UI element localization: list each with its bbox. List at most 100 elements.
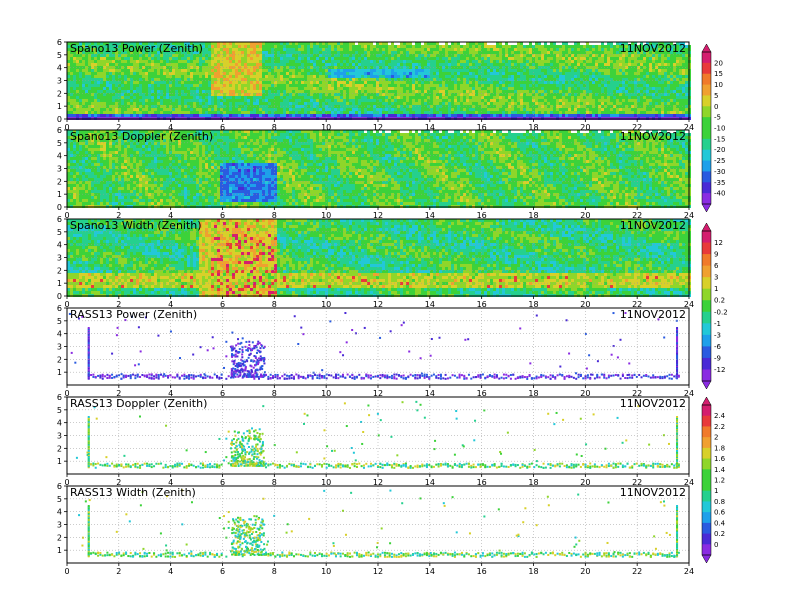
heatmap-cell: [526, 87, 529, 90]
heatmap-cell: [508, 84, 511, 87]
heatmap-cell: [268, 90, 271, 93]
heatmap-cell: [637, 72, 640, 75]
heatmap-cell: [157, 48, 160, 51]
heatmap-cell: [391, 45, 394, 48]
heatmap-cell: [112, 105, 115, 108]
heatmap-cell: [508, 105, 511, 108]
heatmap-cell: [421, 48, 424, 51]
heatmap-cell: [154, 78, 157, 81]
heatmap-cell: [526, 111, 529, 114]
heatmap-cell: [124, 60, 127, 63]
heatmap-cell: [553, 99, 556, 102]
heatmap-cell: [460, 114, 463, 117]
heatmap-cell: [208, 75, 211, 78]
heatmap-cell: [79, 87, 82, 90]
heatmap-cell: [544, 54, 547, 57]
heatmap-cell: [478, 84, 481, 87]
heatmap-cell: [556, 93, 559, 96]
heatmap-cell: [217, 102, 220, 105]
heatmap-cell: [211, 111, 214, 114]
heatmap-cell: [538, 54, 541, 57]
heatmap-cell: [292, 57, 295, 60]
heatmap-cell: [529, 72, 532, 75]
heatmap-cell: [151, 54, 154, 57]
heatmap-cell: [439, 51, 442, 54]
heatmap-cell: [346, 42, 349, 45]
heatmap-cell: [529, 57, 532, 60]
heatmap-cell: [445, 102, 448, 105]
heatmap-cell: [73, 75, 76, 78]
heatmap-cell: [202, 57, 205, 60]
heatmap-cell: [88, 48, 91, 51]
heatmap-cell: [253, 51, 256, 54]
heatmap-cell: [475, 105, 478, 108]
heatmap-cell: [319, 45, 322, 48]
heatmap-cell: [226, 60, 229, 63]
heatmap-cell: [295, 60, 298, 63]
heatmap-cell: [487, 54, 490, 57]
heatmap-cell: [304, 93, 307, 96]
heatmap-cell: [385, 111, 388, 114]
heatmap-cell: [466, 63, 469, 66]
heatmap-cell: [454, 60, 457, 63]
heatmap-cell: [430, 105, 433, 108]
heatmap-cell: [496, 57, 499, 60]
heatmap-cell: [184, 111, 187, 114]
heatmap-cell: [520, 90, 523, 93]
heatmap-cell: [541, 87, 544, 90]
heatmap-cell: [538, 69, 541, 72]
heatmap-cell: [226, 96, 229, 99]
heatmap-cell: [445, 57, 448, 60]
heatmap-cell: [571, 48, 574, 51]
heatmap-cell: [643, 90, 646, 93]
heatmap-cell: [154, 99, 157, 102]
heatmap-cell: [628, 45, 631, 48]
heatmap-cell: [388, 45, 391, 48]
heatmap-cell: [313, 69, 316, 72]
heatmap-cell: [163, 45, 166, 48]
heatmap-cell: [250, 78, 253, 81]
heatmap-cell: [463, 108, 466, 111]
heatmap-cell: [451, 48, 454, 51]
heatmap-cell: [145, 69, 148, 72]
heatmap-cell: [157, 84, 160, 87]
heatmap-cell: [364, 66, 367, 69]
heatmap-cell: [142, 90, 145, 93]
heatmap-cell: [235, 99, 238, 102]
heatmap-cell: [586, 111, 589, 114]
heatmap-cell: [142, 57, 145, 60]
heatmap-cell: [376, 78, 379, 81]
heatmap-cell: [445, 75, 448, 78]
heatmap-cell: [199, 84, 202, 87]
heatmap-cell: [526, 108, 529, 111]
heatmap-cell: [577, 81, 580, 84]
heatmap-cell: [184, 66, 187, 69]
heatmap-cell: [565, 87, 568, 90]
heatmap-cell: [310, 63, 313, 66]
heatmap-cell: [253, 90, 256, 93]
heatmap-cell: [547, 45, 550, 48]
heatmap-cell: [181, 69, 184, 72]
heatmap-cell: [445, 51, 448, 54]
heatmap-cell: [265, 81, 268, 84]
heatmap-cell: [499, 105, 502, 108]
heatmap-cell: [388, 75, 391, 78]
heatmap-cell: [274, 54, 277, 57]
heatmap-cell: [115, 111, 118, 114]
heatmap-cell: [625, 63, 628, 66]
heatmap-cell: [484, 60, 487, 63]
heatmap-cell: [73, 63, 76, 66]
heatmap-cell: [214, 111, 217, 114]
heatmap-cell: [229, 72, 232, 75]
heatmap-cell: [454, 114, 457, 117]
heatmap-cell: [274, 51, 277, 54]
heatmap-cell: [250, 51, 253, 54]
heatmap-cell: [322, 48, 325, 51]
heatmap-cell: [532, 96, 535, 99]
heatmap-cell: [457, 45, 460, 48]
heatmap-cell: [373, 84, 376, 87]
heatmap-cell: [457, 81, 460, 84]
heatmap-cell: [85, 63, 88, 66]
heatmap-cell: [271, 60, 274, 63]
heatmap-cell: [259, 96, 262, 99]
